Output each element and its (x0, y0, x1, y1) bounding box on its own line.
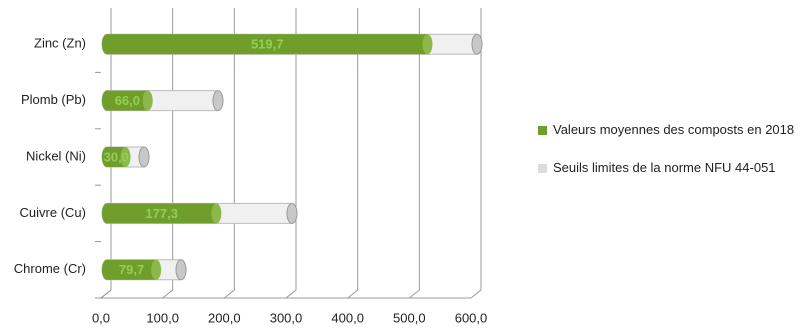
grid-line (409, 8, 420, 299)
bar-cap (212, 90, 224, 112)
legend-item: Valeurs moyennes des composts en 2018 (538, 120, 800, 140)
legend-swatch (538, 126, 547, 135)
legend: Valeurs moyennes des composts en 2018 Seu… (538, 120, 800, 196)
legend-label: Seuils limites de la norme NFU 44-051 (553, 160, 776, 175)
x-tick-label: 400,0 (331, 310, 364, 325)
grid-line (224, 8, 235, 299)
bar-cap (286, 202, 298, 224)
x-tick-label: 100,0 (146, 310, 179, 325)
bar-cap (471, 33, 483, 55)
y-tick-label: Chrome (Cr) (14, 261, 86, 276)
bar-cap (175, 259, 187, 281)
mean-bar (102, 203, 222, 224)
mean-bar (102, 34, 433, 55)
bar-cap (120, 147, 131, 167)
bar-body (107, 34, 428, 55)
grid-line (347, 8, 359, 299)
y-tick-label: Nickel (Ni) (26, 148, 86, 163)
grid-line (285, 8, 297, 299)
x-tick-label: 600,0 (455, 310, 488, 325)
value-label: 79,7 (119, 262, 144, 277)
mean-bar (102, 90, 153, 111)
x-tick-label: 0,0 (92, 310, 110, 325)
x-tick-label: 200,0 (208, 310, 241, 325)
bar-cap (138, 146, 150, 168)
y-tick-label: Zinc (Zn) (34, 36, 86, 51)
y-tick-label: Cuivre (Cu) (20, 205, 86, 220)
value-label: 66,0 (115, 93, 140, 108)
value-label: 30,0 (104, 149, 129, 164)
bar-cap (151, 259, 162, 280)
bar-cap (211, 203, 222, 224)
bar-cap (422, 34, 433, 55)
legend-item: Seuils limites de la norme NFU 44-051 (538, 158, 800, 178)
x-tick-label: 500,0 (393, 310, 426, 325)
bar-body (107, 90, 148, 111)
grid-line (470, 8, 482, 299)
legend-swatch (538, 164, 547, 173)
legend-label: Valeurs moyennes des composts en 2018 (553, 122, 795, 137)
chart: 0,0 100,0 200,0 300,0 400,0 500,0 600,0 Chrome … (14, 8, 488, 325)
y-tick-label: Plomb (Pb) (21, 92, 86, 107)
value-label: 519,7 (251, 37, 284, 52)
bar-body (107, 259, 157, 280)
bar-body (107, 147, 126, 167)
mean-bar (102, 147, 131, 167)
x-tick-label: 300,0 (270, 310, 303, 325)
mean-bar (102, 259, 162, 280)
value-label: 177,3 (145, 206, 178, 221)
bar-body (107, 203, 217, 224)
bar-cap (142, 90, 153, 111)
